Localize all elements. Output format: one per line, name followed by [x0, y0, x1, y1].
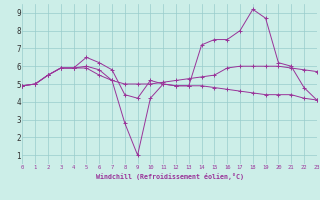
X-axis label: Windchill (Refroidissement éolien,°C): Windchill (Refroidissement éolien,°C)	[96, 173, 244, 180]
